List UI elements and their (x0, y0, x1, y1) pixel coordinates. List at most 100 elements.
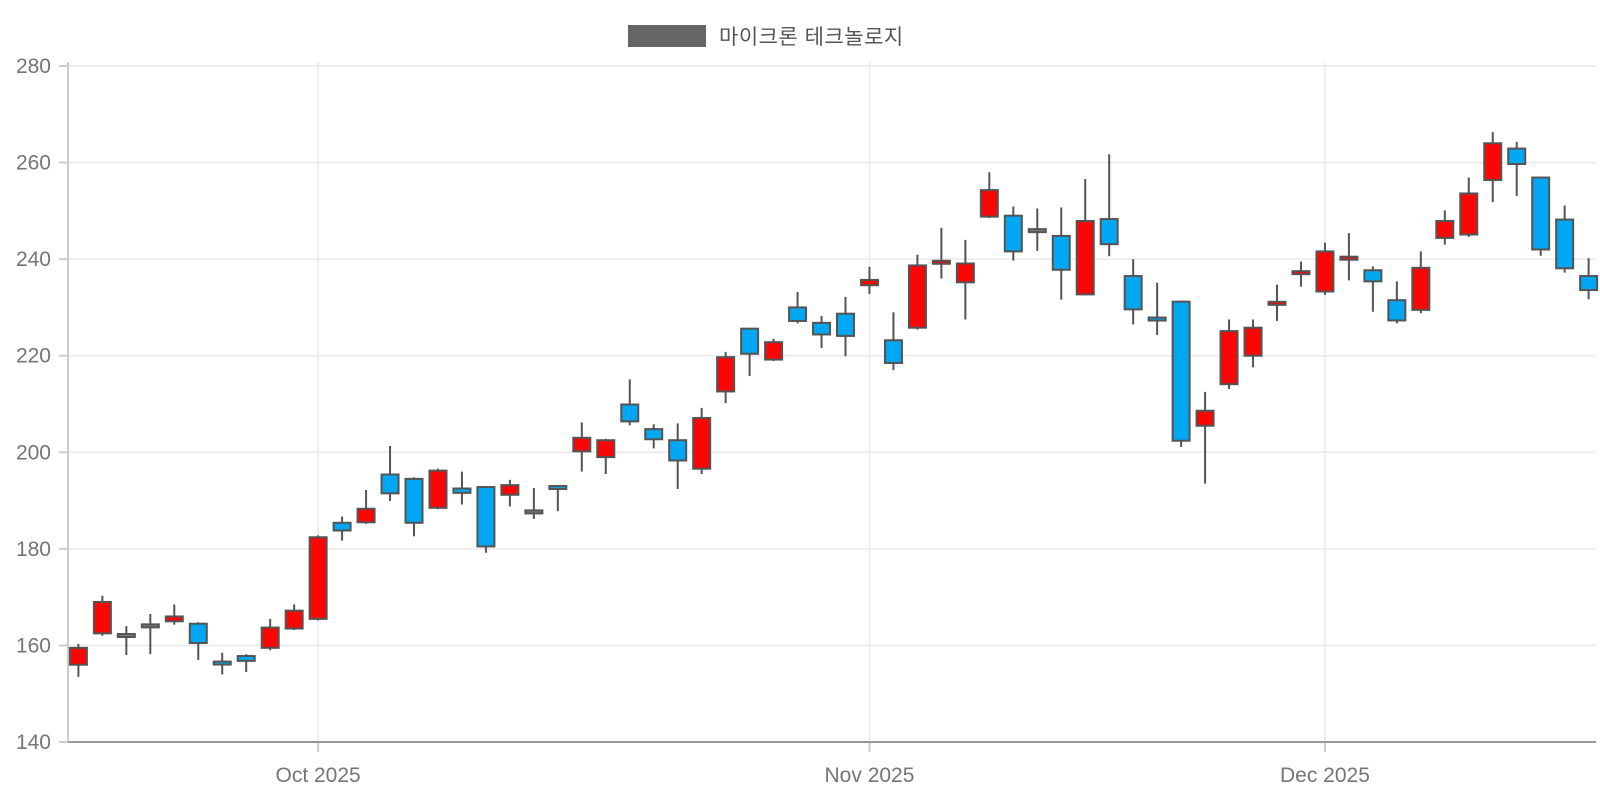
candle[interactable] (1435, 210, 1455, 245)
candle[interactable] (572, 422, 592, 472)
candle-body (308, 536, 328, 620)
candle[interactable] (212, 652, 232, 675)
candle[interactable] (955, 239, 975, 320)
candle[interactable] (140, 614, 160, 655)
candle-body (907, 264, 927, 329)
candle[interactable] (859, 266, 879, 294)
candle[interactable] (836, 296, 856, 357)
candle[interactable] (548, 485, 568, 512)
candle-body (979, 189, 999, 218)
candle[interactable] (716, 351, 736, 404)
candle[interactable] (68, 643, 88, 677)
candle[interactable] (1483, 132, 1503, 203)
x-tick-label: Nov 2025 (825, 764, 915, 787)
candle-body (404, 477, 424, 524)
candle-body (140, 623, 160, 629)
candle[interactable] (883, 312, 903, 371)
candle-body (788, 306, 808, 322)
candle-body (1387, 299, 1407, 322)
candle-body (764, 341, 784, 361)
candle[interactable] (1075, 178, 1095, 296)
candle-body (1195, 409, 1215, 427)
candle[interactable] (812, 316, 832, 348)
x-tick-label: Oct 2025 (276, 764, 361, 787)
candle-body (955, 262, 975, 284)
candle[interactable] (428, 468, 448, 510)
candle[interactable] (308, 535, 328, 621)
candle-body (1291, 270, 1311, 276)
candle[interactable] (1555, 205, 1575, 273)
candle[interactable] (1315, 242, 1335, 295)
candle[interactable] (692, 407, 712, 475)
candle[interactable] (740, 327, 760, 376)
candle-body (356, 507, 376, 524)
candle[interactable] (1291, 261, 1311, 287)
candle-body (836, 312, 856, 337)
candle[interactable] (1459, 177, 1479, 237)
candle-body (931, 259, 951, 265)
candle[interactable] (1051, 207, 1071, 300)
candle-body (380, 473, 400, 495)
candle-body (883, 339, 903, 364)
candle[interactable] (1531, 176, 1551, 256)
candle-body (68, 646, 88, 666)
candle[interactable] (452, 471, 472, 505)
candle[interactable] (1411, 251, 1431, 314)
candle[interactable] (116, 626, 136, 656)
candle[interactable] (380, 446, 400, 502)
candle[interactable] (644, 424, 664, 449)
candle-body (1171, 300, 1191, 442)
candle[interactable] (764, 338, 784, 362)
candle[interactable] (788, 291, 808, 324)
candle[interactable] (404, 477, 424, 537)
candle-body (164, 615, 184, 623)
candle[interactable] (1339, 233, 1359, 281)
candle[interactable] (1003, 206, 1023, 261)
candle-body (1579, 275, 1599, 292)
candle[interactable] (236, 654, 256, 672)
candle-body (476, 486, 496, 548)
candle-body (116, 633, 136, 639)
candle[interactable] (1171, 300, 1191, 447)
candle[interactable] (907, 254, 927, 330)
candle-body (1459, 192, 1479, 236)
candle[interactable] (1267, 284, 1287, 321)
candle[interactable] (668, 423, 688, 489)
candle[interactable] (1195, 391, 1215, 484)
candle[interactable] (1507, 141, 1527, 196)
candle-body (452, 487, 472, 494)
candle[interactable] (1243, 319, 1263, 368)
candle[interactable] (620, 379, 640, 426)
candle[interactable] (260, 618, 280, 651)
candle[interactable] (500, 479, 520, 507)
candle[interactable] (1147, 282, 1167, 335)
candle[interactable] (524, 488, 544, 519)
candle-body (596, 439, 616, 459)
candle[interactable] (164, 604, 184, 625)
candle-body (524, 509, 544, 515)
candle[interactable] (476, 486, 496, 553)
candle[interactable] (284, 604, 304, 630)
candle-body (1027, 228, 1047, 234)
candle[interactable] (1387, 281, 1407, 324)
candle-body (212, 660, 232, 666)
candle-body (1507, 147, 1527, 166)
candle[interactable] (931, 227, 951, 279)
candle[interactable] (1579, 258, 1599, 300)
candle[interactable] (356, 489, 376, 524)
candle[interactable] (1027, 208, 1047, 251)
candle-body (1099, 218, 1119, 246)
candle[interactable] (1123, 259, 1143, 325)
candle[interactable] (1219, 319, 1239, 390)
candle[interactable] (596, 438, 616, 475)
candle[interactable] (979, 172, 999, 219)
candle-body (1435, 219, 1455, 239)
candle[interactable] (188, 622, 208, 660)
candle-body (92, 600, 112, 635)
candle[interactable] (1099, 154, 1119, 257)
candle[interactable] (332, 516, 352, 541)
candle[interactable] (1363, 266, 1383, 312)
candle-body (1123, 275, 1143, 311)
candle[interactable] (92, 595, 112, 636)
